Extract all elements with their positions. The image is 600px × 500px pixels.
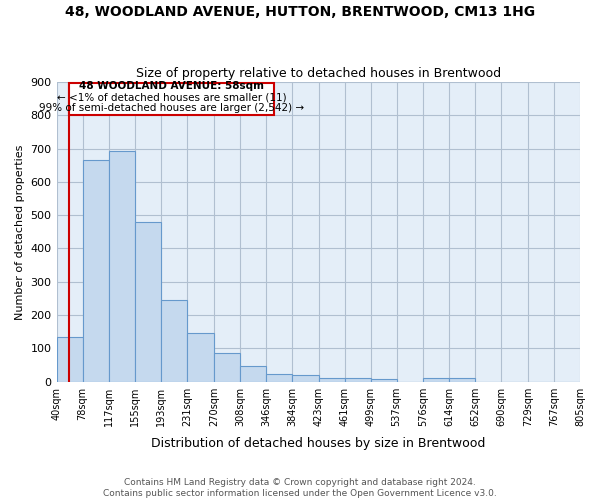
Bar (240, 366, 266, 382)
FancyBboxPatch shape (69, 82, 274, 116)
Text: Contains HM Land Registry data © Crown copyright and database right 2024.
Contai: Contains HM Land Registry data © Crown c… (103, 478, 497, 498)
Bar (161, 300, 187, 382)
Bar (344, 378, 371, 382)
Text: 48, WOODLAND AVENUE, HUTTON, BRENTWOOD, CM13 1HG: 48, WOODLAND AVENUE, HUTTON, BRENTWOOD, … (65, 5, 535, 19)
Bar (214, 354, 240, 382)
Bar (266, 374, 292, 382)
Bar (109, 151, 135, 382)
Text: ← <1% of detached houses are smaller (11): ← <1% of detached houses are smaller (11… (56, 92, 286, 102)
Text: 48 WOODLAND AVENUE: 58sqm: 48 WOODLAND AVENUE: 58sqm (79, 82, 264, 92)
Bar (83, 160, 109, 382)
Text: 99% of semi-detached houses are larger (2,542) →: 99% of semi-detached houses are larger (… (39, 102, 304, 113)
Title: Size of property relative to detached houses in Brentwood: Size of property relative to detached ho… (136, 66, 501, 80)
Bar (319, 378, 344, 382)
Bar (449, 378, 475, 382)
Y-axis label: Number of detached properties: Number of detached properties (15, 144, 25, 320)
Bar (135, 222, 161, 382)
Bar (56, 336, 83, 382)
X-axis label: Distribution of detached houses by size in Brentwood: Distribution of detached houses by size … (151, 437, 485, 450)
Bar (187, 334, 214, 382)
Bar (292, 375, 319, 382)
Bar (371, 379, 397, 382)
Bar (424, 378, 449, 382)
